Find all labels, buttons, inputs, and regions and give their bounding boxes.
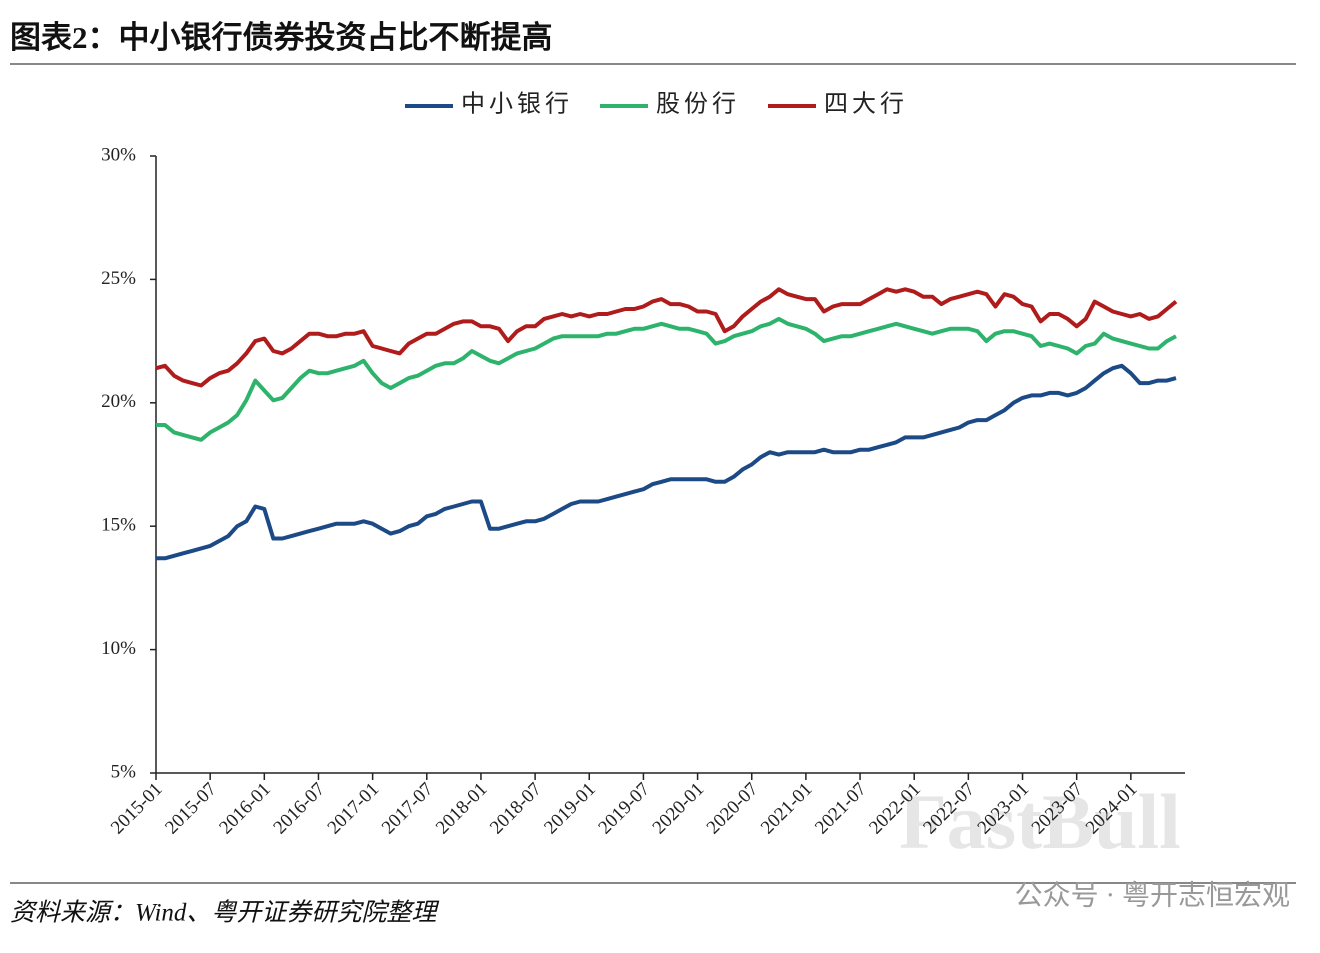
y-tick-label: 25% (101, 268, 136, 289)
y-tick-label: 10% (101, 638, 136, 659)
x-tick-label: 2016-07 (269, 779, 329, 839)
legend-label: 中小银行 (461, 91, 573, 118)
watermark: FastBull (899, 778, 1181, 865)
x-tick-label: 2020-01 (649, 779, 709, 839)
y-tick-label: 20% (101, 391, 136, 412)
y-tick-label: 5% (111, 761, 137, 782)
watermark-account: 公众号 · 粤开志恒宏观 (1015, 879, 1290, 911)
x-tick-label: 2016-01 (215, 779, 275, 839)
x-tick-label: 2021-01 (757, 779, 817, 839)
x-tick-label: 2019-01 (540, 779, 600, 839)
series-line (156, 316, 1177, 442)
series-line (155, 287, 1178, 388)
x-tick-label: 2020-07 (703, 779, 763, 839)
y-tick-label: 15% (101, 515, 136, 536)
x-tick-label: 2018-07 (486, 779, 546, 839)
x-tick-label: 2018-01 (432, 779, 492, 839)
legend-label: 股份行 (656, 91, 740, 118)
legend-label: 四大行 (824, 91, 908, 118)
x-tick-label: 2015-01 (107, 779, 167, 839)
x-tick-label: 2019-07 (594, 779, 654, 839)
chart-title: 图表2：中小银行债券投资占比不断提高 (10, 20, 553, 55)
source-note: 资料来源：Wind、粤开证券研究院整理 (10, 899, 439, 927)
x-tick-label: 2015-07 (161, 779, 221, 839)
y-tick-label: 30% (101, 144, 136, 165)
series-line (156, 363, 1177, 561)
x-tick-label: 2017-07 (378, 779, 438, 839)
x-tick-label: 2021-07 (811, 779, 871, 839)
x-tick-label: 2017-01 (324, 779, 384, 839)
